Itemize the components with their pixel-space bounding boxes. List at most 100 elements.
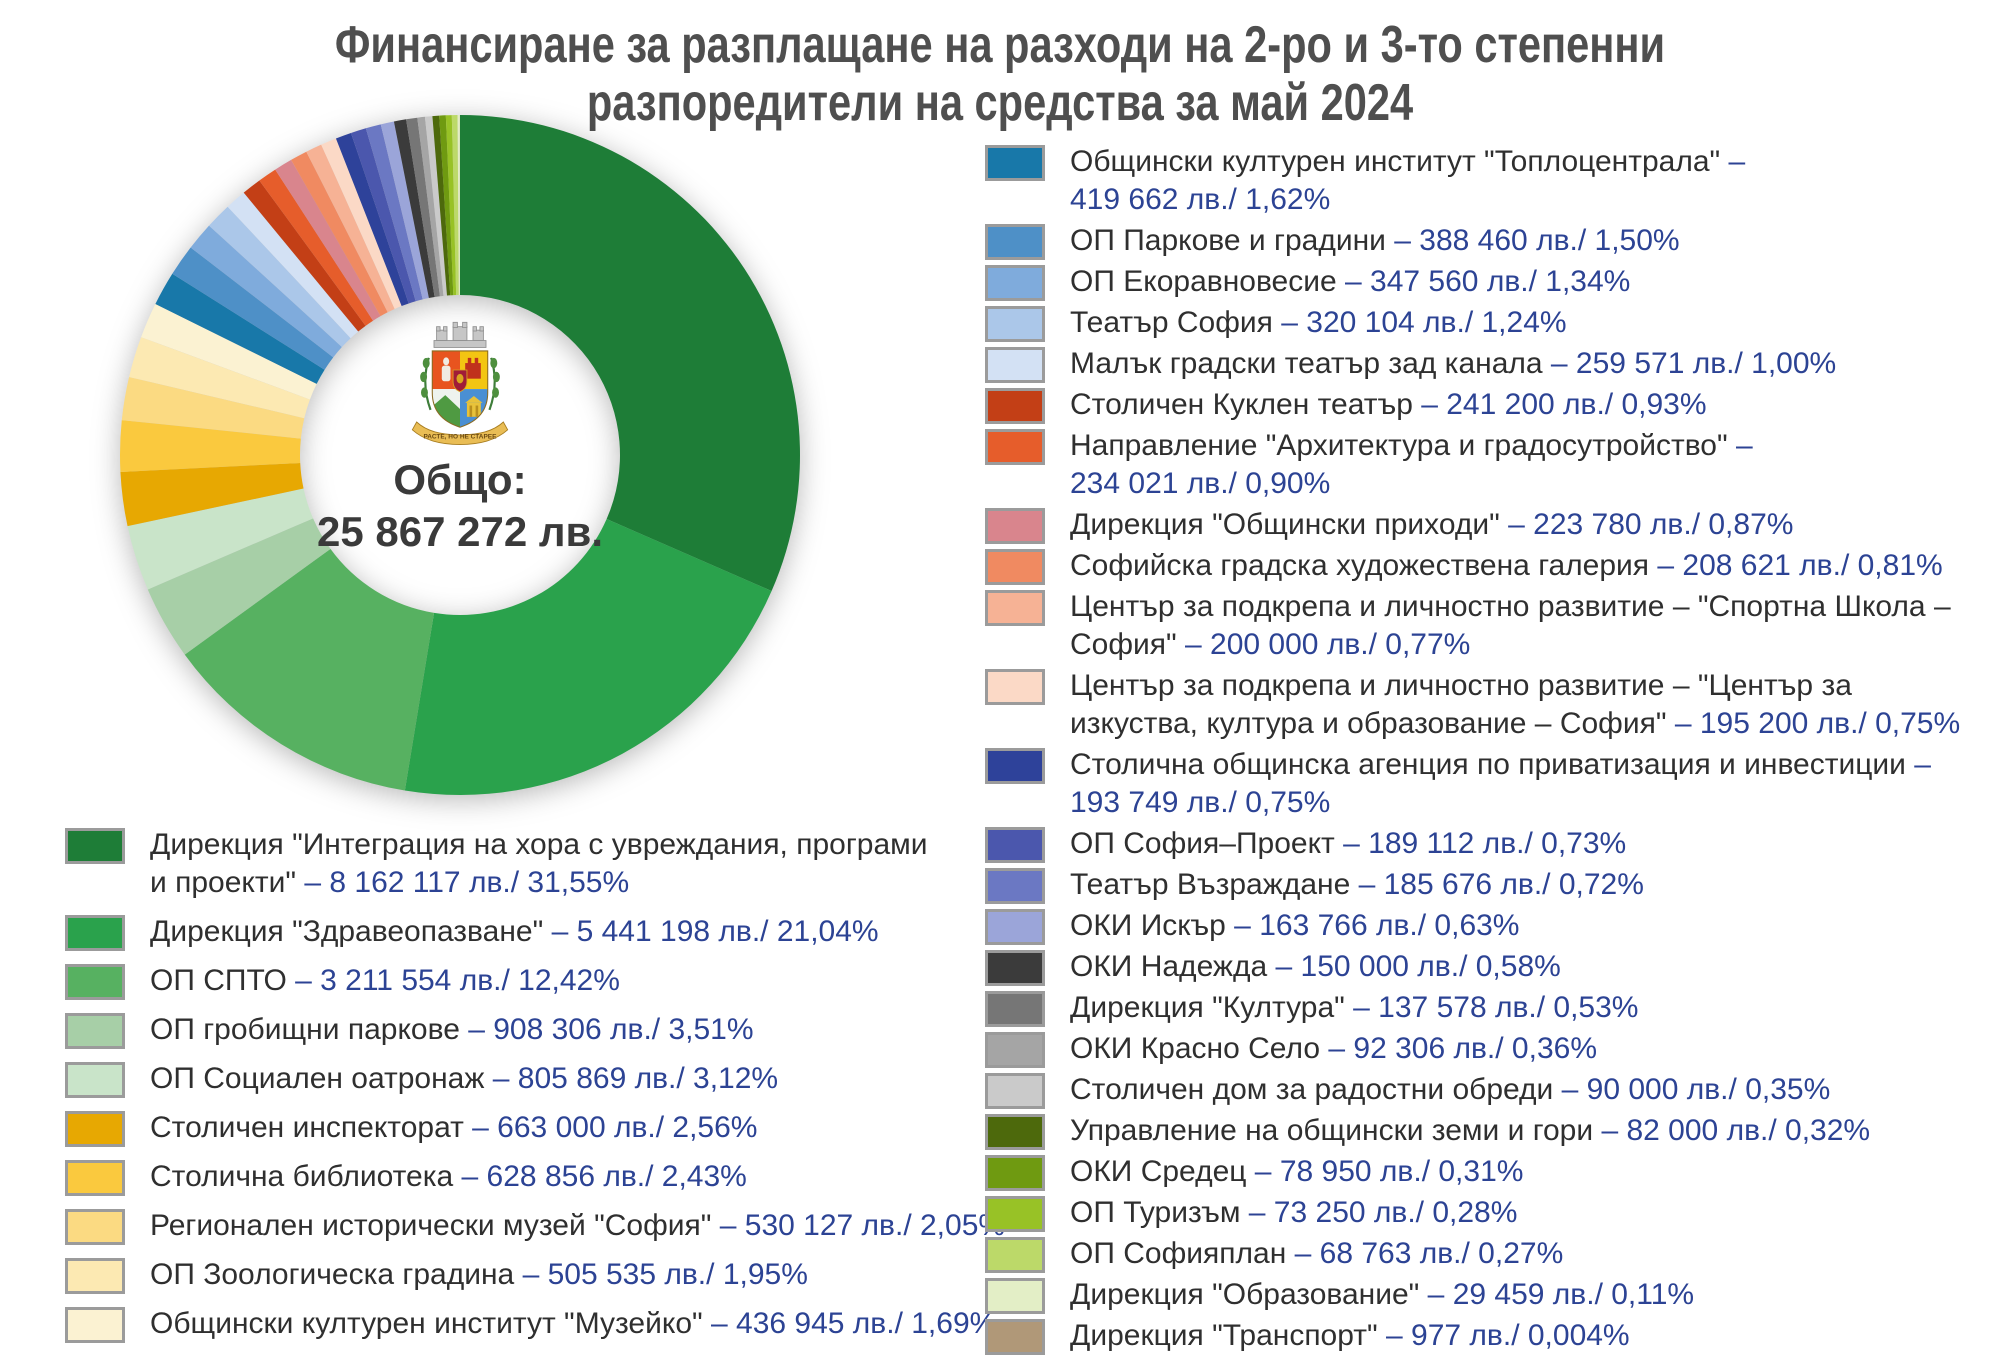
legend-item: Център за подкрепа и личностно развитие … <box>985 588 1960 664</box>
legend-swatch <box>985 549 1045 585</box>
legend-item: Дирекция "Култура" – 137 578 лв./ 0,53% <box>985 989 1960 1027</box>
legend-swatch <box>985 1114 1045 1150</box>
pie-slice <box>190 225 342 358</box>
legend-item: Столичен инспекторат – 663 000 лв./ 2,56… <box>65 1109 1005 1147</box>
legend-swatch <box>65 1209 125 1245</box>
pie-slice <box>119 420 301 472</box>
legend-label: ОП Туризъм – 73 250 лв./ 0,28% <box>1070 1196 1518 1229</box>
legend-item: ОП София–Проект – 189 112 лв./ 0,73% <box>985 825 1960 863</box>
legend-label: ОКИ Надежда – 150 000 лв./ 0,58% <box>1070 950 1561 983</box>
pie-slice <box>460 115 800 592</box>
legend-item: Дирекция "Общински приходи" – 223 780 лв… <box>985 506 1960 544</box>
legend-label: Управление на общински земи и гори – 82 … <box>1070 1114 1871 1147</box>
legend-item: Дирекция "Транспорт" – 977 лв./ 0,004% <box>985 1317 1960 1355</box>
legend-label: ОП гробищни паркове – 908 306 лв./ 3,51% <box>150 1013 754 1046</box>
legend-label: Столична общинска агенция по приватизаци… <box>1070 748 1931 819</box>
chart-title-line1: Финансиране за разплащане на разходи на … <box>334 16 1666 74</box>
pie-slice <box>127 488 314 590</box>
legend-swatch <box>985 306 1045 342</box>
legend-label: Дирекция "Транспорт" – 977 лв./ 0,004% <box>1070 1319 1630 1352</box>
pie-slice <box>120 462 304 527</box>
pie-slice <box>209 206 351 348</box>
legend-item: Столична библиотека – 628 856 лв./ 2,43% <box>65 1158 1005 1196</box>
legend-label: Столичен инспекторат – 663 000 лв./ 2,56… <box>150 1111 758 1144</box>
legend-label: ОП Социален оатронаж – 805 869 лв./ 3,12… <box>150 1062 779 1095</box>
pie-slice <box>121 376 305 439</box>
legend-item: Столичен дом за радостни обреди – 90 000… <box>985 1071 1960 1109</box>
legend-swatch <box>65 1258 125 1294</box>
pie-slice <box>321 138 402 309</box>
legend-label: Регионален исторически музей "София" – 5… <box>150 1209 1006 1242</box>
legend-swatch <box>985 508 1045 544</box>
chart-title: Финансиране за разплащане на разходи на … <box>0 16 2000 132</box>
legend-swatch <box>985 265 1045 301</box>
legend-item: ОП Социален оатронаж – 805 869 лв./ 3,12… <box>65 1060 1005 1098</box>
legend-label: ОП Софияплан – 68 763 лв./ 0,27% <box>1070 1237 1564 1270</box>
legend-item: ОП Паркове и градини – 388 460 лв./ 1,50… <box>985 222 1960 260</box>
legend-swatch <box>985 429 1045 465</box>
legend-label: Столична библиотека – 628 856 лв./ 2,43% <box>150 1160 747 1193</box>
pie-slice <box>259 169 374 326</box>
pie-slice <box>406 117 440 298</box>
legend-swatch <box>985 1196 1045 1232</box>
legend-swatch <box>985 145 1045 181</box>
legend-label: Софийска градска художествена галерия – … <box>1070 549 1943 582</box>
legend-label: Дирекция "Образование" – 29 459 лв./ 0,1… <box>1070 1278 1695 1311</box>
legend-swatch <box>985 868 1045 904</box>
pie-slice <box>129 337 310 419</box>
legend-left-column: Дирекция "Интеграция на хора с увреждани… <box>65 826 1005 1354</box>
legend-swatch <box>985 388 1045 424</box>
legend-item: ОП СПТО – 3 211 554 лв./ 12,42% <box>65 962 1005 1000</box>
legend-right-column: Общински културен институт "Топлоцентрал… <box>985 143 1960 1358</box>
legend-swatch <box>985 224 1045 260</box>
pie-slice <box>439 115 454 296</box>
pie-slice <box>417 116 444 297</box>
legend-swatch <box>65 915 125 951</box>
legend-swatch <box>985 827 1045 863</box>
legend-item: ОП Зоологическа градина – 505 535 лв./ 1… <box>65 1256 1005 1294</box>
legend-label: Общински културен институт "Топлоцентрал… <box>1070 145 1746 216</box>
pie-slice <box>275 159 381 321</box>
pie-slice <box>451 115 459 296</box>
pie-slice <box>457 115 460 295</box>
legend-label: Столичен Куклен театър – 241 200 лв./ 0,… <box>1070 388 1707 421</box>
legend-label: Направление "Архитектура и градосутройст… <box>1070 429 1753 500</box>
legend-swatch <box>985 1155 1045 1191</box>
legend-swatch <box>65 828 125 864</box>
legend-label: Дирекция "Интеграция на хора с увреждани… <box>150 828 928 899</box>
pie-slice <box>291 151 388 317</box>
legend-label: Център за подкрепа и личностно развитие … <box>1070 669 1961 740</box>
pie-slice <box>380 121 429 300</box>
legend-label: Театър Възраждане – 185 676 лв./ 0,72% <box>1070 868 1644 901</box>
legend-label: Общински културен институт "Музейко" – 4… <box>150 1307 997 1340</box>
legend-item: Дирекция "Интеграция на хора с увреждани… <box>65 826 1005 902</box>
total-label: Общо: <box>393 456 527 503</box>
legend-item: Общински културен институт "Топлоцентрал… <box>985 143 1960 219</box>
pie-slice <box>306 144 395 313</box>
legend-label: Дирекция "Култура" – 137 578 лв./ 0,53% <box>1070 991 1639 1024</box>
legend-swatch <box>65 1307 125 1343</box>
pie-slice <box>335 132 409 307</box>
legend-swatch <box>985 950 1045 986</box>
legend-label: ОП Екоравновесие – 347 560 лв./ 1,34% <box>1070 265 1631 298</box>
pie-slice <box>445 115 457 296</box>
pie-slice <box>141 303 317 400</box>
legend-item: ОП гробищни паркове – 908 306 лв./ 3,51% <box>65 1011 1005 1049</box>
legend-label: Дирекция "Здравеопазване" – 5 441 198 лв… <box>150 915 879 948</box>
sofia-coat-of-arms-icon: РАСТЕ, НО НЕ СТАРЕЕ <box>411 321 509 445</box>
pie-slice <box>227 192 359 339</box>
pie-slice <box>404 519 772 796</box>
legend-item: Направление "Архитектура и градосутройст… <box>985 427 1960 503</box>
legend-swatch <box>65 1013 125 1049</box>
legend-item: ОП Софияплан – 68 763 лв./ 0,27% <box>985 1235 1960 1273</box>
legend-label: Център за подкрепа и личностно развитие … <box>1070 590 1951 661</box>
legend-swatch <box>985 1032 1045 1068</box>
chart-title-line2: разпоредители на средства за май 2024 <box>586 74 1414 132</box>
legend-swatch <box>985 1278 1045 1314</box>
legend-label: Дирекция "Общински приходи" – 223 780 лв… <box>1070 508 1794 541</box>
legend-item: Център за подкрепа и личностно развитие … <box>985 667 1960 743</box>
pie-slice <box>155 273 325 384</box>
pie-slice <box>184 548 435 791</box>
legend-item: ОКИ Искър – 163 766 лв./ 0,63% <box>985 907 1960 945</box>
